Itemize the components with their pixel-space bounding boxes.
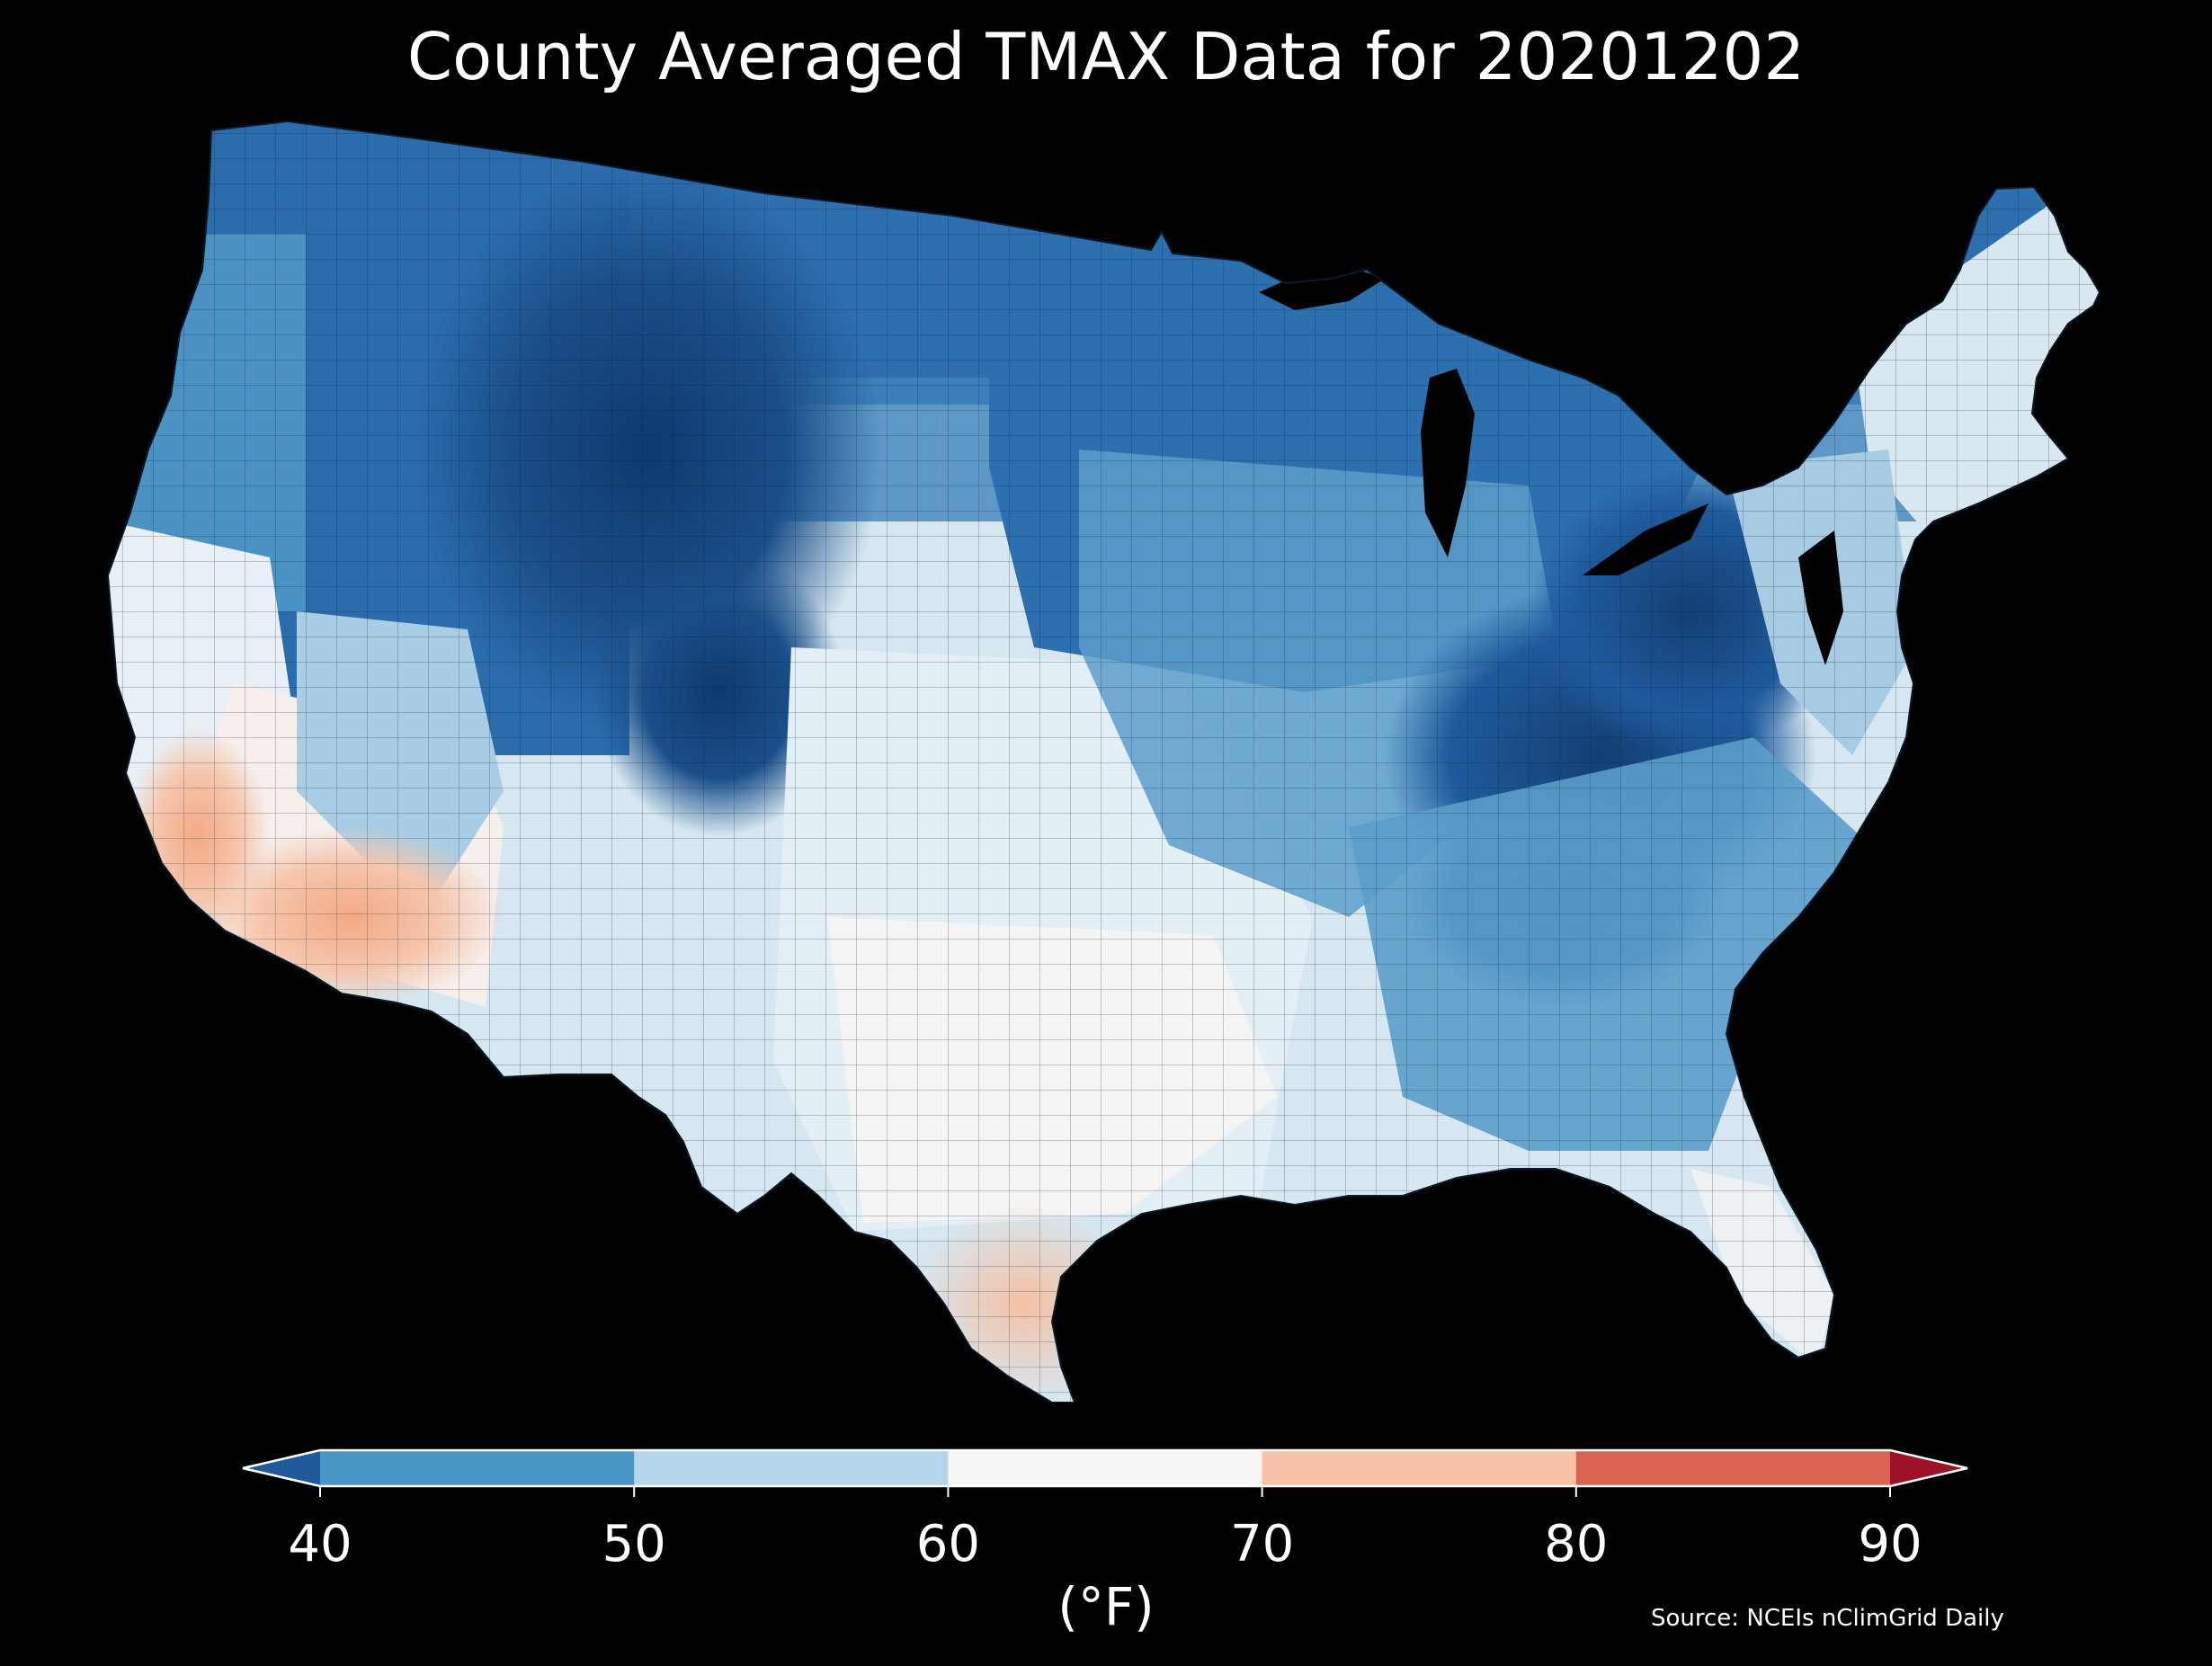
colorbar-tick-label: 50 (602, 1515, 666, 1573)
map-title: County Averaged TMAX Data for 20201202 (406, 19, 1806, 94)
colorbar-bin-over (1890, 1450, 1967, 1486)
colorbar-tick-label: 90 (1858, 1515, 1922, 1573)
colorbar-bin (1575, 1450, 1891, 1486)
colorbar-bin (1262, 1450, 1577, 1486)
source-note: Source: NCEIs nClimGrid Daily (1651, 1605, 2004, 1632)
colorbar-bin (634, 1450, 949, 1486)
colorbar-tick-label: 70 (1229, 1515, 1295, 1573)
colorbar-bin (320, 1450, 635, 1486)
colorbar-tick-label: 80 (1544, 1515, 1609, 1573)
us-county-map (0, 108, 2212, 1403)
colorbar-tick-label: 40 (288, 1515, 352, 1573)
colorbar-bin-under (243, 1450, 320, 1486)
colorbar-bin (948, 1450, 1263, 1486)
colorbar-tick-label: 60 (915, 1515, 981, 1573)
colorbar (242, 1448, 1968, 1497)
colorbar-units: (°F) (1057, 1576, 1155, 1637)
